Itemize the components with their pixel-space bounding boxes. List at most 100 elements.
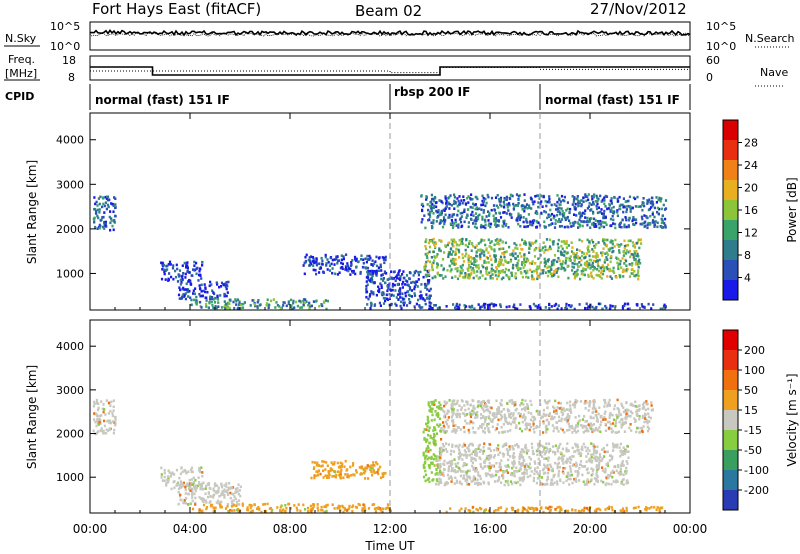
range-gate-cell bbox=[485, 261, 488, 264]
range-gate-cell bbox=[571, 246, 574, 249]
range-gate-cell bbox=[544, 306, 547, 309]
range-gate-cell bbox=[576, 425, 579, 428]
range-gate-cell bbox=[578, 249, 581, 252]
range-gate-cell bbox=[482, 423, 485, 426]
range-gate-cell bbox=[191, 507, 195, 511]
range-gate-cell bbox=[112, 210, 115, 213]
range-gate-cell bbox=[636, 242, 639, 245]
range-gate-cell bbox=[474, 212, 478, 215]
range-gate-cell bbox=[103, 204, 106, 208]
range-gate-cell bbox=[614, 305, 617, 308]
range-gate-cell bbox=[183, 288, 186, 291]
colorbar-segment bbox=[723, 220, 738, 241]
range-gate-cell bbox=[480, 203, 483, 207]
range-gate-cell bbox=[467, 428, 470, 432]
range-gate-cell bbox=[474, 416, 477, 419]
range-gate-cell bbox=[537, 457, 540, 461]
range-gate-cell bbox=[105, 197, 108, 200]
range-gate-cell bbox=[498, 475, 501, 479]
range-gate-cell bbox=[472, 222, 475, 225]
range-gate-cell bbox=[609, 304, 612, 307]
range-gate-cell bbox=[532, 427, 535, 431]
range-gate-cell bbox=[473, 219, 476, 222]
range-gate-cell bbox=[519, 478, 522, 482]
range-gate-cell bbox=[493, 456, 496, 459]
range-gate-cell bbox=[629, 255, 632, 259]
range-gate-cell bbox=[415, 302, 418, 306]
range-gate-cell bbox=[624, 216, 627, 219]
range-gate-cell bbox=[427, 241, 430, 245]
range-gate-cell bbox=[550, 415, 553, 418]
range-gate-cell bbox=[563, 212, 566, 215]
range-gate-cell bbox=[602, 212, 605, 216]
range-gate-cell bbox=[436, 263, 439, 266]
colorbar-segment bbox=[723, 280, 738, 301]
range-gate-cell bbox=[558, 456, 561, 459]
range-gate-cell bbox=[557, 249, 560, 253]
range-gate-cell bbox=[613, 465, 616, 469]
range-gate-cell bbox=[352, 269, 355, 273]
range-gate-cell bbox=[658, 207, 661, 211]
range-gate-cell bbox=[542, 195, 545, 199]
range-gate-cell bbox=[583, 415, 586, 418]
range-gate-cell bbox=[445, 205, 448, 209]
range-gate-cell bbox=[512, 202, 515, 206]
range-gate-cell bbox=[585, 261, 588, 265]
range-gate-cell bbox=[432, 429, 435, 432]
range-gate-cell bbox=[414, 283, 417, 286]
range-gate-cell bbox=[552, 474, 555, 477]
range-gate-cell bbox=[320, 464, 323, 468]
range-gate-cell bbox=[384, 472, 387, 475]
range-gate-cell bbox=[535, 470, 538, 474]
range-gate-cell bbox=[198, 481, 201, 484]
range-gate-cell bbox=[349, 273, 352, 276]
range-gate-cell bbox=[369, 293, 372, 296]
range-gate-cell bbox=[567, 276, 570, 280]
range-gate-cell bbox=[381, 293, 384, 297]
range-gate-cell bbox=[95, 398, 98, 402]
range-gate-cell bbox=[585, 220, 588, 224]
range-gate-cell bbox=[577, 452, 580, 455]
range-gate-cell bbox=[473, 457, 477, 461]
range-gate-cell bbox=[189, 482, 192, 485]
range-gate-cell bbox=[350, 474, 353, 477]
range-gate-cell bbox=[575, 197, 578, 201]
range-gate-cell bbox=[366, 266, 370, 270]
range-gate-cell bbox=[445, 442, 448, 445]
range-gate-cell bbox=[502, 225, 505, 228]
range-gate-cell bbox=[248, 503, 251, 507]
range-gate-cell bbox=[103, 419, 106, 423]
range-gate-cell bbox=[178, 484, 181, 487]
range-gate-cell bbox=[603, 199, 606, 202]
range-gate-cell bbox=[501, 415, 504, 419]
range-gate-cell bbox=[446, 401, 449, 404]
range-gate-cell bbox=[455, 429, 458, 432]
range-gate-cell bbox=[545, 478, 549, 482]
range-gate-cell bbox=[431, 413, 434, 417]
range-gate-cell bbox=[485, 403, 488, 406]
range-gate-cell bbox=[524, 427, 527, 431]
range-gate-cell bbox=[432, 457, 436, 461]
range-gate-cell bbox=[588, 404, 591, 408]
range-gate-cell bbox=[318, 267, 321, 270]
range-gate-cell bbox=[492, 214, 495, 218]
range-gate-cell bbox=[448, 207, 451, 210]
range-gate-cell bbox=[223, 496, 226, 499]
range-gate-cell bbox=[587, 409, 590, 412]
range-gate-cell bbox=[516, 216, 520, 220]
range-gate-cell bbox=[546, 216, 549, 220]
range-gate-cell bbox=[565, 447, 568, 450]
range-gate-cell bbox=[624, 252, 628, 255]
range-gate-cell bbox=[453, 482, 456, 485]
range-gate-cell bbox=[647, 221, 650, 225]
range-gate-cell bbox=[443, 222, 446, 226]
range-gate-cell bbox=[581, 418, 585, 421]
range-gate-cell bbox=[108, 215, 111, 219]
range-gate-cell bbox=[497, 506, 500, 510]
range-gate-cell bbox=[280, 504, 283, 507]
range-gate-cell bbox=[607, 420, 610, 424]
range-gate-cell bbox=[435, 413, 438, 417]
range-gate-cell bbox=[504, 470, 507, 473]
range-gate-cell bbox=[523, 207, 526, 210]
range-gate-cell bbox=[432, 206, 435, 210]
